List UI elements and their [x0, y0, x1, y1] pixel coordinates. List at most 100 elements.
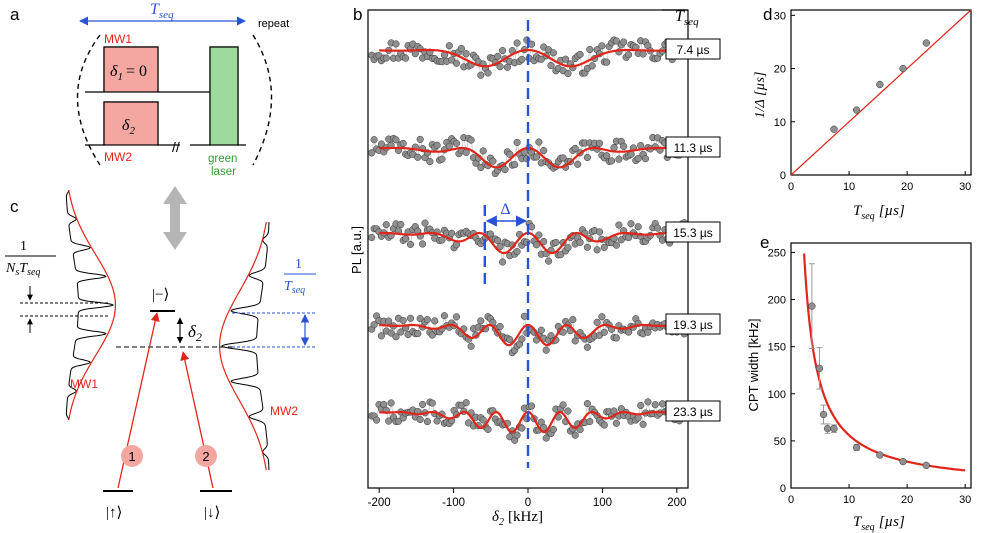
pl-data-point — [499, 47, 507, 55]
pl-data-point — [637, 141, 645, 150]
blue-fraction-denominator: Tseq — [284, 279, 305, 296]
pl-data-point — [462, 399, 470, 407]
pl-data-point — [542, 346, 550, 354]
pl-data-point — [651, 401, 659, 409]
tseq-badge — [665, 400, 721, 422]
pl-data-point — [586, 417, 594, 426]
pl-data-point — [564, 244, 572, 252]
pl-data-point — [612, 37, 620, 45]
pl-data-point — [452, 313, 461, 321]
pl-data-point — [593, 246, 601, 254]
panel-e-data-point — [899, 457, 907, 466]
pl-data-point — [528, 40, 536, 48]
panel-b-xlabel: δ2 [kHz] — [492, 509, 543, 528]
pl-data-point — [513, 431, 521, 439]
pl-data-point — [625, 234, 633, 242]
minus-state-label: |−⟩ — [152, 287, 169, 303]
panel-b-xtick-label: 100 — [593, 497, 612, 509]
pl-data-point — [433, 141, 441, 149]
green-laser-pulse — [209, 46, 239, 146]
panel-e-ytick-label: 200 — [768, 295, 786, 307]
pl-data-point — [440, 312, 448, 320]
pl-data-point — [368, 149, 376, 157]
down-state-label: |↓⟩ — [204, 505, 220, 521]
pl-data-point — [537, 55, 545, 63]
pl-data-point — [528, 223, 536, 231]
pl-data-point — [583, 243, 591, 251]
pl-data-point — [564, 70, 572, 78]
pl-data-point — [634, 414, 642, 422]
pl-data-point — [549, 49, 557, 57]
pl-data-point — [564, 407, 572, 415]
tseq-badge — [665, 38, 721, 60]
pl-data-point — [600, 243, 608, 251]
pl-data-point — [586, 45, 594, 54]
tseq-badge-label: 15.3 µs — [673, 226, 713, 240]
tseq-label: Tseq — [150, 1, 174, 21]
pl-data-point — [462, 50, 470, 58]
pl-data-point — [600, 328, 608, 336]
panel-e-data-point — [819, 410, 828, 419]
pl-data-point — [542, 434, 550, 442]
panel-b-xtick-label: 200 — [667, 497, 686, 509]
pl-trace-2: 11.3 µs — [368, 133, 721, 178]
pl-data-point — [547, 62, 555, 70]
pl-data-point — [419, 400, 427, 408]
panel-d-xlabel: Tseq [µs] — [853, 203, 905, 222]
panel-e-ytick-label: 100 — [768, 389, 786, 401]
panel-d-data-point — [876, 80, 884, 89]
pl-data-point — [615, 221, 623, 229]
pl-data-point — [428, 331, 436, 339]
panel-d-fit-line — [790, 9, 972, 176]
pl-data-point — [406, 314, 415, 322]
panel-e-ytick-label: 50 — [774, 436, 786, 448]
pl-trace-1: 7.4 µs — [368, 36, 721, 79]
panel-b-cpt-spectra: b Tseq PL [a.u.] δ2 [kHz] -200 -100 0 100 200… — [349, 5, 721, 528]
pl-data-point — [423, 316, 431, 324]
pl-data-point — [421, 219, 429, 227]
pl-data-point — [532, 153, 541, 161]
panel-a: a Tseq repeat MW1 δ1 = 0 δ2 MW2 // green … — [10, 1, 289, 178]
pl-data-point — [479, 147, 487, 155]
panel-d-data-point — [852, 106, 861, 114]
tseq-badge-label: 19.3 µs — [673, 318, 713, 332]
panel-e-data-point — [830, 424, 838, 433]
transition-badge-1 — [121, 445, 143, 467]
pl-data-point — [627, 220, 635, 228]
pl-data-point — [610, 144, 618, 152]
pl-data-point — [387, 399, 395, 407]
pl-data-point — [416, 135, 424, 143]
tseq-badge — [665, 221, 721, 243]
panel-d-data-point — [922, 39, 930, 47]
pl-trace-3: 15.3 µs — [368, 219, 721, 266]
pl-data-point — [612, 419, 620, 427]
transition-badge-2-label: 2 — [202, 449, 209, 464]
pl-data-point — [520, 312, 528, 320]
pl-data-point — [397, 328, 405, 336]
panel-e-ytick-label: 0 — [780, 483, 786, 495]
pl-data-point — [406, 240, 415, 248]
panel-e-data-point — [876, 451, 884, 459]
comb-spacing-numerator: 1 — [20, 239, 27, 254]
pl-data-point — [394, 417, 402, 425]
time-break-mark: // — [172, 139, 180, 155]
pl-data-point — [399, 139, 407, 147]
pl-data-point — [559, 401, 567, 409]
pl-data-point — [373, 416, 381, 424]
pl-data-point — [402, 235, 410, 243]
panel-d-xtick-label: 30 — [959, 181, 971, 193]
delta2-pulse-label: δ2 — [122, 117, 135, 137]
pl-data-point — [634, 154, 642, 163]
panel-b-xtick-label: -100 — [442, 497, 465, 509]
comb-spacing-denominator: NsTseq — [5, 261, 40, 278]
pl-data-point — [535, 231, 543, 239]
pl-data-point — [494, 236, 502, 245]
panel-d-ytick-label: 10 — [774, 117, 786, 129]
panel-e-xtick-label: 0 — [788, 494, 794, 506]
pl-data-point — [370, 321, 378, 329]
transition-badge-1-label: 1 — [128, 449, 135, 464]
repeat-bracket-right — [252, 34, 273, 166]
panel-e-data-point — [852, 443, 861, 452]
panel-e-ylabel: CPT width [kHz] — [746, 319, 761, 412]
panel-e-data-point — [808, 302, 816, 310]
